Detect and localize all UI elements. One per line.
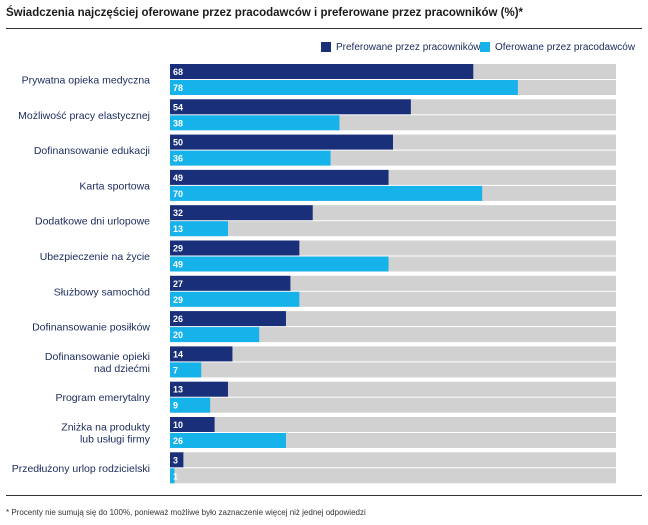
data-label: 29 (173, 295, 183, 305)
bar-track (170, 346, 616, 362)
bar-preferred (170, 64, 474, 79)
data-label: 20 (173, 330, 183, 340)
data-label: 26 (173, 314, 183, 324)
category-label: Dofinansowanie opieki (45, 351, 150, 363)
legend: Preferowane przez pracowników Oferowane … (0, 40, 648, 54)
data-label: 14 (173, 349, 183, 359)
category-label: Ubezpieczenie na życie (40, 251, 150, 263)
category-label: Program emerytalny (55, 392, 150, 404)
bar-offered (170, 221, 228, 237)
category-label: Dodatkowe dni urlopowe (35, 216, 150, 228)
bar-offered (170, 150, 331, 166)
bar-track (170, 468, 616, 484)
data-label: 26 (173, 436, 183, 446)
bar-offered (170, 327, 260, 343)
bar-preferred (170, 169, 389, 185)
bar-offered (170, 433, 286, 448)
bar-preferred (170, 134, 393, 150)
data-label: 49 (173, 260, 183, 270)
data-label: 3 (173, 455, 178, 465)
bar-preferred (170, 205, 313, 221)
data-label: 49 (173, 173, 183, 183)
legend-swatch-offered (480, 42, 490, 52)
bar-track (170, 381, 616, 397)
bar-offered (170, 185, 483, 201)
bar-offered (170, 291, 300, 307)
data-label: 50 (173, 138, 183, 148)
bar-preferred (170, 381, 228, 397)
bar-offered (170, 362, 202, 378)
legend-label-preferred: Preferowane przez pracowników (336, 41, 481, 53)
data-label: 27 (173, 279, 183, 289)
bar-preferred (170, 452, 184, 468)
bar-preferred (170, 275, 291, 291)
bottom-rule (6, 495, 642, 496)
category-label: lub usługi firmy (80, 434, 151, 446)
data-label: 54 (173, 102, 183, 112)
bar-track (170, 221, 616, 237)
bar-track (170, 327, 616, 343)
bar-preferred (170, 311, 286, 327)
bar-offered (170, 115, 340, 131)
category-label: Możliwość pracy elastycznej (18, 110, 150, 122)
top-rule (6, 28, 642, 29)
data-label: 1 (173, 471, 178, 481)
legend-item-preferred: Preferowane przez pracowników (321, 40, 481, 54)
bar-track (170, 362, 616, 378)
category-label: Dofinansowanie edukacji (34, 145, 150, 157)
category-label: Zniżka na produkty (61, 422, 150, 434)
data-label: 13 (173, 224, 183, 234)
legend-swatch-preferred (321, 42, 331, 52)
data-label: 13 (173, 385, 183, 395)
bar-preferred (170, 99, 411, 115)
data-label: 38 (173, 118, 183, 128)
category-label: Dofinansowanie posiłków (32, 322, 150, 334)
chart-title: Świadczenia najczęściej oferowane przez … (6, 7, 524, 19)
bar-offered (170, 256, 389, 272)
data-label: 78 (173, 83, 183, 93)
category-label: nad dziećmi (94, 363, 150, 375)
bar-offered (170, 397, 211, 413)
bar-track (170, 397, 616, 413)
category-label: Karta sportowa (79, 180, 150, 192)
legend-label-offered: Oferowane przez pracodawców (495, 41, 636, 53)
category-label: Prywatna opieka medyczna (22, 75, 151, 87)
data-label: 36 (173, 154, 183, 164)
data-label: 7 (173, 365, 178, 375)
bar-preferred (170, 240, 300, 256)
data-label: 32 (173, 208, 183, 218)
bar-track (170, 417, 616, 432)
data-label: 9 (173, 401, 178, 411)
data-label: 68 (173, 67, 183, 77)
data-label: 70 (173, 189, 183, 199)
category-label: Przedłużony urlop rodzicielski (12, 463, 150, 475)
footnote: * Procenty nie sumują się do 100%, ponie… (6, 508, 366, 517)
data-label: 29 (173, 244, 183, 254)
bar-track (170, 452, 616, 468)
bar-offered (170, 468, 175, 484)
bar-preferred (170, 417, 215, 432)
legend-item-offered: Oferowane przez pracodawców (480, 40, 635, 54)
category-label: Służbowy samochód (54, 286, 150, 298)
data-label: 10 (173, 420, 183, 430)
bar-preferred (170, 346, 233, 362)
bar-offered (170, 80, 518, 95)
